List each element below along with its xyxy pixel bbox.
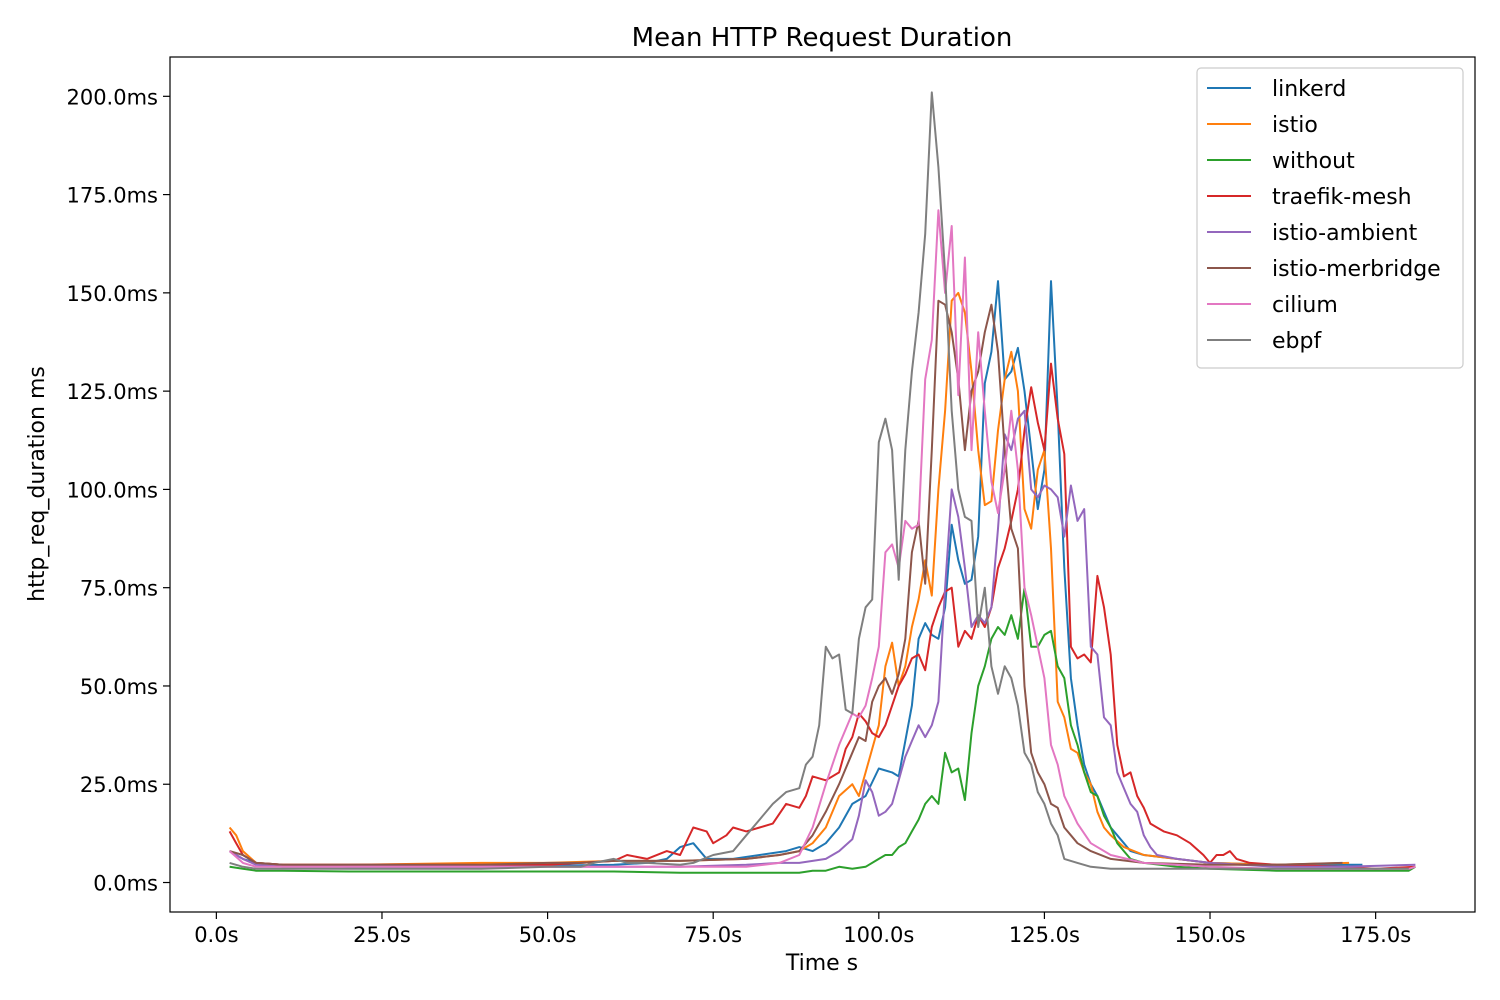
- y-tick-label: 25.0ms: [80, 773, 158, 797]
- series-line-istio-ambient: [229, 409, 1416, 868]
- y-tick-label: 150.0ms: [66, 282, 158, 306]
- x-tick-label: 75.0s: [684, 923, 742, 947]
- legend-label-ebpf: ebpf: [1272, 329, 1322, 354]
- series-lines: [228, 91, 1416, 874]
- x-tick-label: 125.0s: [1009, 923, 1080, 947]
- series-line-cilium: [228, 209, 1416, 870]
- y-tick-label: 50.0ms: [80, 675, 158, 699]
- series-line-istio: [228, 291, 1350, 866]
- y-tick-label: 100.0ms: [66, 478, 158, 502]
- x-tick-label: 175.0s: [1340, 923, 1411, 947]
- y-tick-label: 175.0ms: [66, 184, 158, 208]
- legend-box: [1196, 67, 1464, 369]
- legend-label-linkerd: linkerd: [1272, 77, 1346, 102]
- y-tick-label: 0.0ms: [93, 872, 158, 896]
- chart-title: Mean HTTP Request Duration: [632, 23, 1013, 53]
- x-axis-title: Time s: [785, 951, 858, 976]
- y-tick-label: 75.0ms: [80, 577, 158, 601]
- legend-label-istio: istio: [1272, 113, 1318, 138]
- series-line-traefik-mesh: [228, 362, 1416, 870]
- x-tick-label: 0.0s: [194, 923, 238, 947]
- x-tick-label: 25.0s: [353, 923, 411, 947]
- legend-label-istio-ambient: istio-ambient: [1272, 221, 1418, 246]
- legend-label-traefik-mesh: traefik-mesh: [1272, 185, 1412, 210]
- series-line-istio-merbridge: [229, 299, 1343, 866]
- legend-label-istio-merbridge: istio-merbridge: [1272, 257, 1441, 282]
- x-tick-label: 150.0s: [1174, 923, 1245, 947]
- x-tick-label: 100.0s: [843, 923, 914, 947]
- legend-label-cilium: cilium: [1272, 293, 1338, 318]
- legend-label-without: without: [1272, 149, 1355, 174]
- y-tick-label: 200.0ms: [66, 85, 158, 109]
- legend: linkerd istio without traefik-mesh istio-amb…: [1196, 67, 1464, 369]
- series-line-ebpf: [229, 91, 1409, 870]
- series-line-linkerd: [229, 280, 1363, 868]
- series-line-without: [229, 586, 1416, 874]
- plot-frame: [169, 56, 1476, 913]
- x-tick-label: 50.0s: [519, 923, 577, 947]
- y-tick-label: 125.0ms: [66, 380, 158, 404]
- y-axis-title: http_req_duration ms: [25, 366, 50, 602]
- axes: 0.0s 25.0s 50.0s 75.0s 100.0s 125.0s 150.0s 175…: [66, 85, 1411, 947]
